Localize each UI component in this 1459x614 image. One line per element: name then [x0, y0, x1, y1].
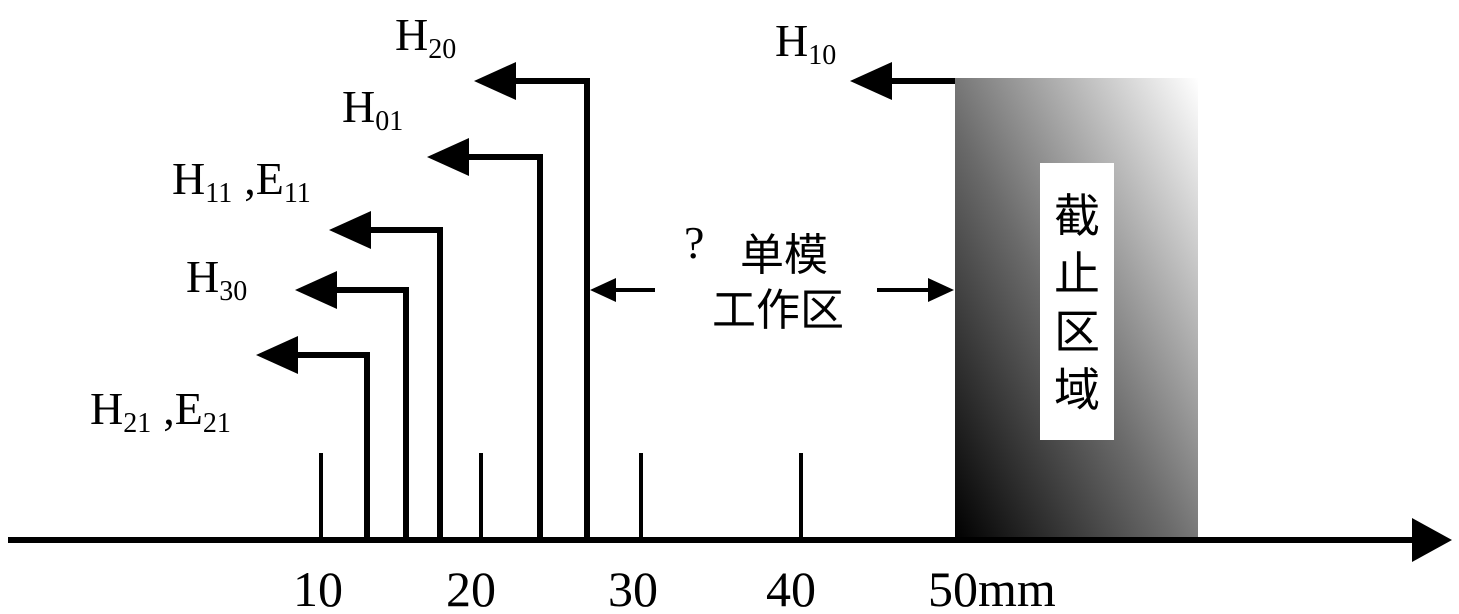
x-axis-arrowhead — [1412, 518, 1452, 562]
mode-label-h30: H30 — [186, 251, 247, 307]
tick-label-50mm: 50mm — [928, 561, 1056, 614]
tick-label-30: 30 — [608, 561, 658, 614]
mode-label-h10: H10 — [775, 15, 836, 71]
mode-line-h01 — [465, 154, 543, 540]
mode-line-h30 — [333, 287, 409, 540]
mode-line-h11-e11 — [367, 227, 443, 540]
mode-label-h20: H20 — [395, 9, 456, 65]
tick-label-20: 20 — [446, 561, 496, 614]
mode-arrow-h21-e21 — [256, 336, 298, 374]
cutoff-region-label-box — [1040, 163, 1114, 440]
mode-label-h21-e21: H21 ,E21 — [90, 383, 231, 439]
single-mode-marker: ? — [684, 217, 704, 268]
mode-arrow-h10 — [850, 62, 892, 100]
tick-label-40: 40 — [766, 561, 816, 614]
cutoff-char-4: 域 — [1054, 363, 1100, 417]
single-mode-label-line2: 工作区 — [712, 285, 844, 336]
tick-label-10: 10 — [293, 561, 343, 614]
single-mode-left-arrow — [590, 278, 616, 302]
mode-arrow-h30 — [295, 271, 337, 309]
mode-line-h20 — [512, 78, 590, 540]
mode-label-h01: H01 — [342, 81, 403, 137]
mode-arrow-h11-e11 — [329, 211, 371, 249]
mode-line-h21-e21 — [294, 352, 370, 540]
mode-arrow-h20 — [474, 62, 516, 100]
mode-label-h11-e11: H11 ,E11 — [172, 153, 311, 209]
cutoff-char-3: 区 — [1054, 305, 1100, 359]
single-mode-right-arrow — [928, 278, 954, 302]
cutoff-char-2: 止 — [1054, 247, 1100, 301]
mode-arrow-h01 — [427, 138, 469, 176]
single-mode-label-line1: 单模 — [740, 230, 828, 281]
cutoff-char-1: 截 — [1054, 189, 1100, 243]
